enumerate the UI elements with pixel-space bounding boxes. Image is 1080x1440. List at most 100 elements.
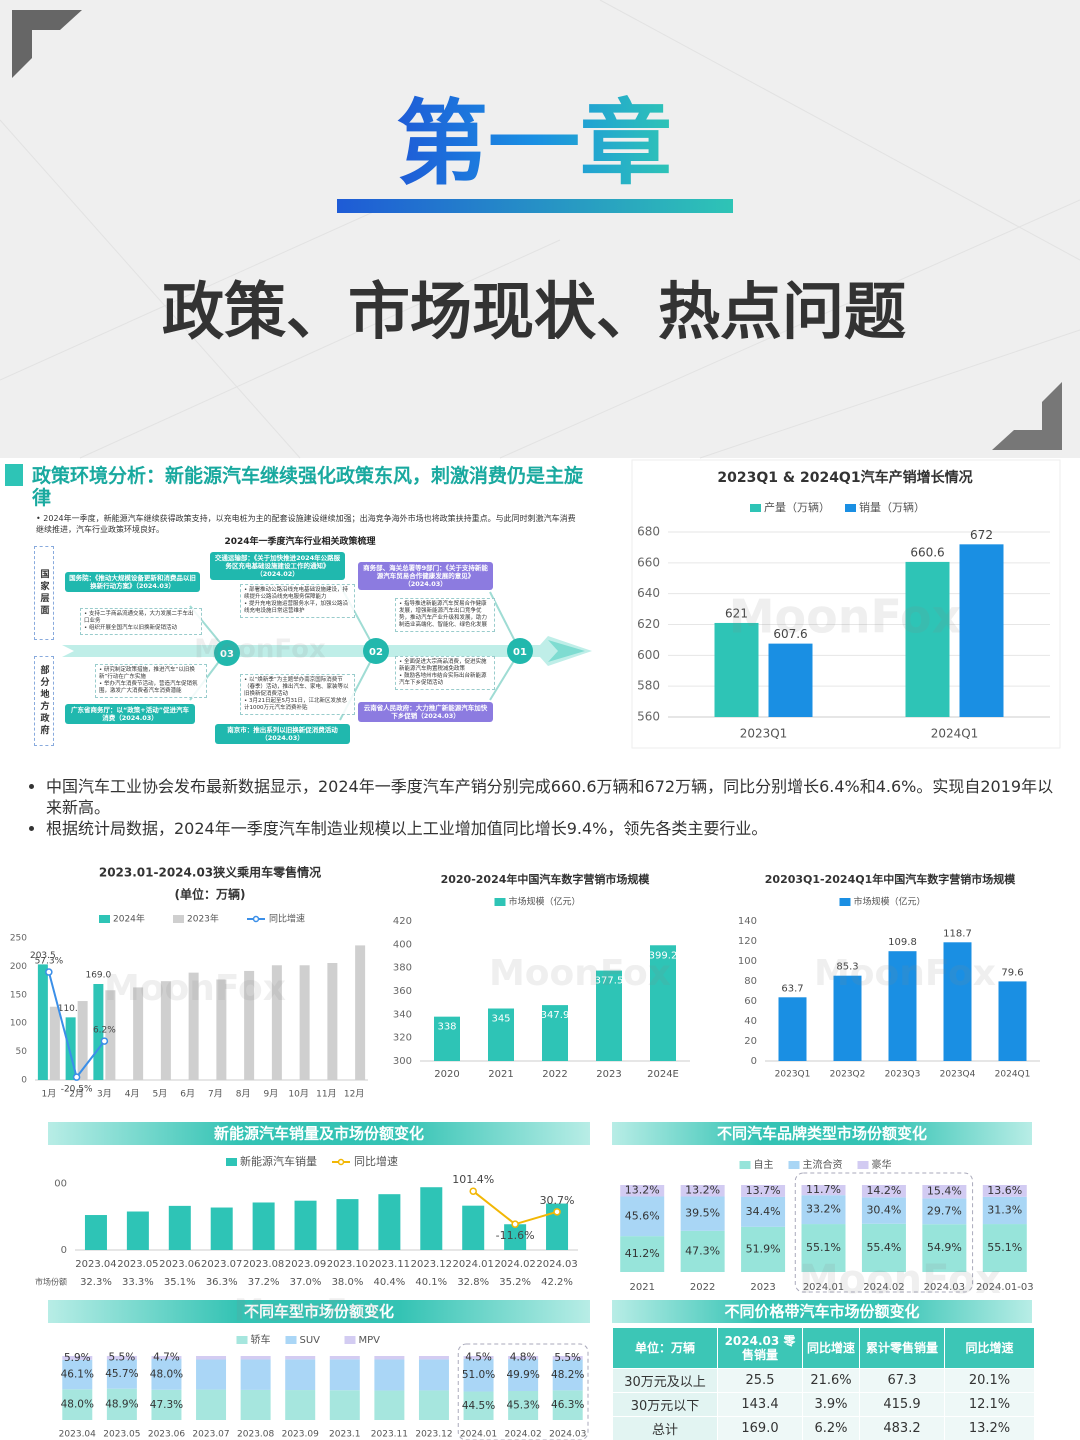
watermark: MoonFox (729, 590, 962, 644)
data-label: 51.0% (462, 1369, 495, 1381)
table-cell: 143.4 (717, 1392, 803, 1417)
y-tick-label: 300 (393, 1056, 412, 1067)
data-label: 55.1% (806, 1241, 841, 1254)
policy-diagram: 01 02 03 (62, 584, 592, 721)
data-label: 4.7% (153, 1352, 180, 1364)
bar (959, 544, 1004, 717)
x-tick-label: 2023.12 (411, 1259, 452, 1270)
policy-box-points: 支持二手商品流通交易，大力发展二手车出口业务组织开展全国汽车以旧换新促销活动 (80, 608, 202, 635)
legend-swatch (285, 1336, 297, 1344)
table-cell: 3.9% (802, 1392, 860, 1417)
policy-box-points: 研究制定政策措施，推进汽车“以旧换新”行动在广东实施举办汽车消费节活动，营造汽车… (95, 664, 207, 698)
policy-box-points: 全面促进大宗商品消费，促进实施新能源汽车购置税减免政策鼓励各地州市结合实际出台新… (395, 656, 495, 690)
bar (596, 970, 622, 1061)
x-tick-label: 2024.01 (453, 1259, 494, 1270)
policy-intro-text: 2024年一季度，新能源汽车继续获得政策支持，以充电桩为主的配套设施建设继续加强… (36, 514, 576, 534)
step-circle (507, 638, 533, 664)
line-marker (511, 1220, 519, 1228)
data-label: 48.2% (551, 1369, 584, 1381)
bar (778, 997, 807, 1061)
bar (299, 965, 310, 1080)
x-tick-label: 5月 (153, 1089, 168, 1100)
level-label: 部分地方政府 (34, 656, 54, 746)
bullet: 根据统计局数据，2024年一季度汽车制造业规模以上工业增加值同比增长9.4%，领… (46, 818, 1060, 839)
data-label: 101.4% (452, 1173, 494, 1186)
data-label: 6.2% (93, 1026, 116, 1036)
y-tick-label: 150 (10, 990, 27, 1000)
policy-point: 组织开展全国汽车以旧换新促销活动 (84, 625, 198, 632)
legend-label: 销量（万辆） (859, 500, 925, 514)
bar-segment (922, 1185, 967, 1199)
bar (378, 1194, 401, 1250)
table-cell: 总计 (612, 1416, 718, 1440)
data-label: 47.3% (150, 1399, 183, 1411)
table-title: 不同价格带汽车市场份额变化 (724, 1303, 919, 1321)
data-label: 29.7% (927, 1204, 962, 1217)
bar (244, 970, 255, 1080)
table-cell: 67.3 (859, 1368, 945, 1393)
bar (650, 945, 676, 1061)
bar-segment (285, 1359, 316, 1391)
x-tick-label: 2023 (596, 1069, 621, 1080)
bar-segment (196, 1359, 227, 1390)
x-tick-label: 2023.06 (148, 1430, 185, 1440)
bar-segment (741, 1226, 786, 1272)
data-label: 672 (970, 528, 993, 542)
bar-segment (620, 1185, 665, 1197)
chart-title: 20203Q1-2024Q1年中国汽车数字营销市场规模 (765, 872, 1016, 886)
data-label: 51.9% (746, 1242, 781, 1255)
y-tick-label: 640 (637, 586, 660, 600)
share-cell: 40.4% (373, 1277, 405, 1288)
x-tick-label: 2023.05 (103, 1430, 140, 1440)
y-tick-label: 200 (10, 962, 27, 972)
header-cell: 2024.03 零售销量 (717, 1327, 803, 1369)
legend-label: 新能源汽车销量 (240, 1154, 317, 1168)
x-tick-label: 2024.01 (803, 1282, 844, 1293)
data-label: 345 (491, 1014, 510, 1025)
policy-point: 举办汽车消费节活动，营造汽车促销氛围，激发广大消费者汽车消费潜能 (99, 681, 203, 695)
step-number: 03 (220, 649, 234, 660)
data-label: 79.6 (1001, 967, 1023, 978)
bar-segment (285, 1356, 316, 1360)
bar (420, 1187, 443, 1250)
x-tick-label: 2024.01-03 (976, 1282, 1034, 1293)
bullet-list: 中国汽车工业协会发布最新数据显示，2024年一季度汽车产销分别完成660.6万辆… (20, 776, 1060, 839)
y-tick-label: 380 (393, 963, 412, 974)
watermark: MoonFox (489, 953, 671, 994)
x-tick-label: 2023.09 (285, 1259, 326, 1270)
bar (49, 1006, 60, 1080)
legend-swatch (845, 504, 856, 512)
bar-segment (240, 1359, 271, 1390)
bar (355, 945, 366, 1080)
table-cell: 483.2 (859, 1416, 945, 1440)
bar (714, 622, 759, 717)
bar-segment (922, 1224, 967, 1272)
x-tick-label: 2023.07 (192, 1430, 229, 1440)
bar-segment (741, 1196, 786, 1227)
bar-segment (801, 1185, 846, 1196)
line-marker (553, 1208, 561, 1216)
bar (216, 979, 227, 1080)
bar-segment (801, 1195, 846, 1225)
data-label: 118.7 (943, 928, 972, 939)
bar (126, 1211, 149, 1250)
table-cell: 6.2% (802, 1416, 860, 1440)
step-circle (363, 638, 389, 664)
table-cell: 13.2% (944, 1416, 1035, 1440)
policy-box-title: 商务部、海关总署等9部门：《关于支持新能源汽车贸易合作健康发展的意见》（2024… (358, 562, 493, 590)
banner-background (0, 0, 1080, 458)
bar-segment (463, 1358, 494, 1392)
bar (434, 1016, 460, 1061)
data-label: 30.4% (866, 1204, 901, 1217)
line-marker (469, 1187, 477, 1195)
y-tick-label: 580 (637, 679, 660, 693)
legend-swatch (750, 504, 761, 512)
data-label: 39.5% (685, 1207, 720, 1220)
data-label: 49.9% (506, 1369, 539, 1381)
policy-box-title: 云南省人民政府：大力推广新能源汽车加快下乡促销（2024.03） (358, 702, 493, 722)
bar-segment (508, 1359, 539, 1392)
legend-swatch (839, 898, 851, 906)
data-label: 169.0 (85, 971, 111, 981)
x-tick-label: 2023 (750, 1282, 775, 1293)
highlight-box (457, 1343, 589, 1440)
